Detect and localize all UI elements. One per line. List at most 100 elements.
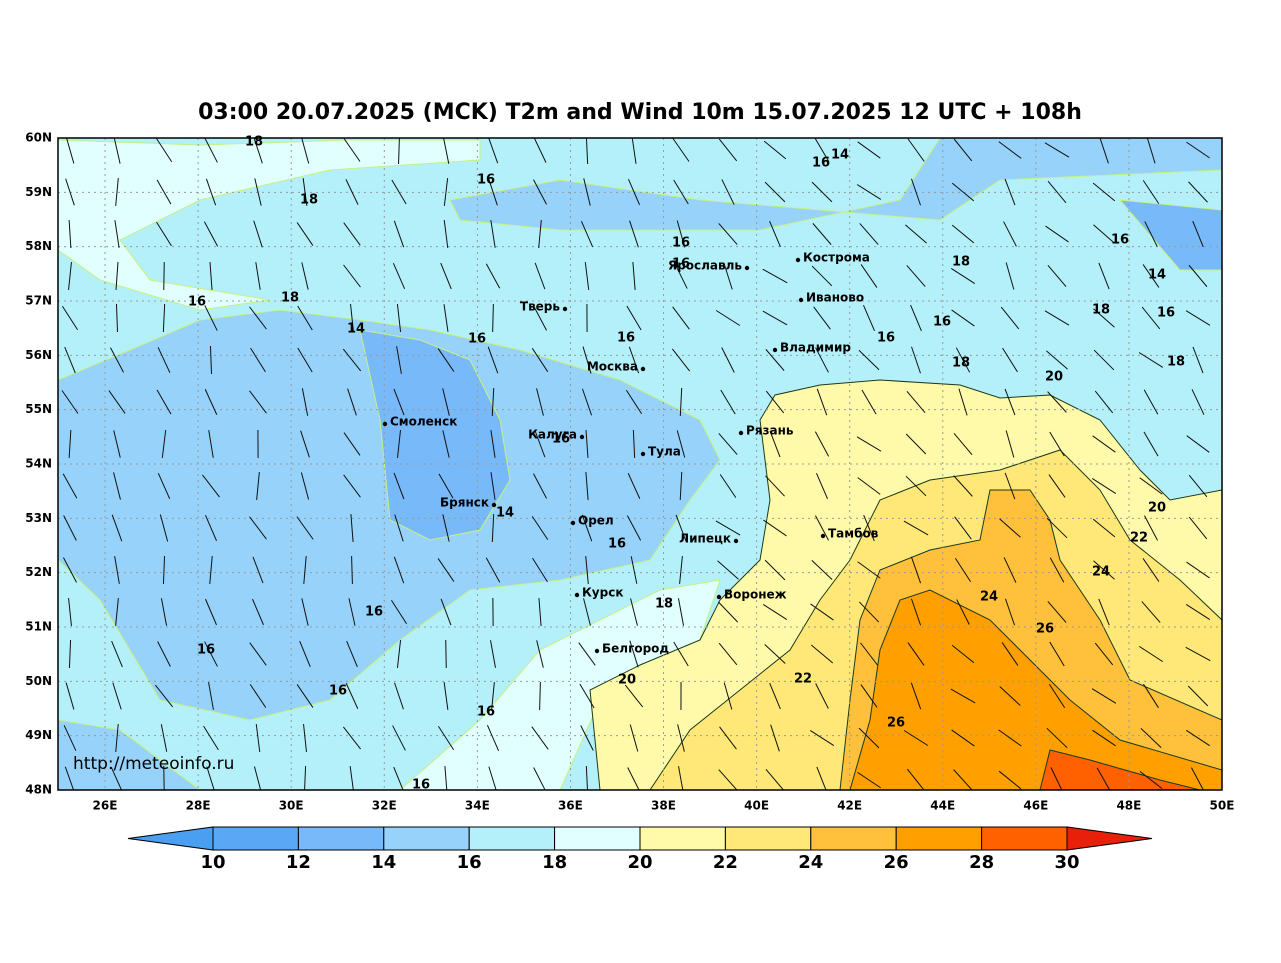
city-dot (562, 306, 568, 312)
colorbar-tick-label: 10 (200, 852, 225, 873)
city-name: Белгород (602, 642, 669, 656)
wind-barb (950, 268, 976, 284)
lon-label: 32E (372, 799, 397, 813)
colorbar-tick-label: 12 (286, 852, 311, 873)
wind-barb (1140, 727, 1162, 749)
contour-label: 16 (1111, 233, 1129, 248)
contour-label: 16 (197, 643, 215, 658)
wind-barb (159, 514, 169, 542)
city-dot (744, 265, 750, 271)
wind-barb (580, 220, 594, 248)
lon-label: 38E (651, 799, 676, 813)
wind-barb (396, 640, 402, 668)
lon-label: 30E (279, 799, 304, 813)
wind-barb (491, 682, 495, 710)
wind-barb (816, 472, 828, 500)
colorbar-tick-label: 24 (798, 852, 823, 873)
wind-barb (254, 178, 262, 206)
wind-barb (531, 516, 549, 540)
wind-barb (68, 639, 72, 669)
wind-barb (64, 766, 75, 790)
wind-barb (394, 514, 404, 542)
lon-label: 48E (1116, 799, 1141, 813)
wind-barb (1004, 598, 1016, 626)
city-name: Воронеж (724, 588, 787, 602)
wind-barb (1091, 688, 1117, 704)
lat-label: 59N (25, 185, 52, 199)
wind-barb (632, 429, 636, 459)
wind-barb (723, 682, 733, 710)
wind-barb (1141, 306, 1161, 330)
wind-barb (950, 688, 976, 704)
contour-label: 16 (468, 332, 486, 347)
wind-barb (252, 556, 264, 584)
wind-barb (204, 305, 218, 331)
wind-barb (951, 182, 975, 202)
contour-label: 16 (617, 331, 635, 346)
wind-barb (953, 138, 973, 162)
wind-barb (1044, 142, 1070, 158)
wind-barb (533, 138, 547, 163)
wind-barb (445, 639, 447, 669)
colorbar-tick-label: 28 (969, 852, 994, 873)
wind-barb (910, 556, 922, 584)
contour-label: 20 (618, 673, 636, 688)
wind-barb (1091, 478, 1117, 494)
wind-barb (533, 767, 546, 790)
wind-barb (811, 265, 833, 287)
wind-barb (1046, 727, 1068, 749)
contour-label: 18 (300, 193, 318, 208)
wind-barb (863, 514, 875, 542)
lon-label: 46E (1023, 799, 1048, 813)
wind-barb (157, 473, 171, 499)
wind-barb (68, 219, 72, 249)
wind-barb (346, 640, 358, 668)
wind-barb (581, 514, 593, 542)
wind-barb (154, 684, 174, 708)
wind-barb (764, 181, 786, 203)
wind-barb (249, 684, 267, 708)
wind-barb (585, 429, 589, 459)
wind-barb (343, 432, 361, 456)
wind-barb (627, 767, 640, 790)
wind-barb (671, 348, 691, 372)
contour-label: 22 (794, 672, 812, 687)
wind-barb (204, 641, 218, 667)
contour-label: 16 (608, 537, 626, 552)
wind-barb (111, 514, 123, 542)
wind-barb (630, 556, 638, 584)
map-frame (57, 137, 1223, 791)
wind-barb (438, 473, 454, 499)
wind-barb (253, 766, 262, 790)
contour-label: 16 (365, 605, 383, 620)
wind-barb (249, 306, 267, 330)
wind-barb (160, 724, 168, 752)
wind-barb (162, 303, 166, 333)
contour-label: 20 (1148, 501, 1166, 516)
wind-barb (393, 388, 405, 416)
wind-barb (250, 347, 266, 373)
wind-barb (64, 346, 76, 374)
wind-barb (719, 726, 737, 750)
wind-barb (533, 305, 547, 331)
wind-barb (677, 598, 685, 626)
city-name: Липецк (679, 532, 731, 546)
wind-barb (1185, 310, 1211, 326)
wind-barb (1004, 178, 1016, 206)
wind-barb (1139, 771, 1163, 789)
colorbar-extension-low (127, 826, 214, 851)
wind-barb (1142, 180, 1160, 204)
wind-barb (531, 726, 549, 750)
lon-label: 36E (558, 799, 583, 813)
city-name: Тамбов (828, 527, 879, 541)
wind-barb (1139, 477, 1163, 495)
contour-label: 16 (188, 295, 206, 310)
wind-barb (629, 640, 639, 668)
wind-barb (111, 640, 123, 668)
wind-barb (297, 305, 313, 331)
wind-barb (813, 306, 831, 330)
wind-barb (910, 178, 922, 206)
city-dot (820, 533, 826, 539)
wind-barb (998, 729, 1022, 747)
wind-barb (998, 770, 1022, 790)
